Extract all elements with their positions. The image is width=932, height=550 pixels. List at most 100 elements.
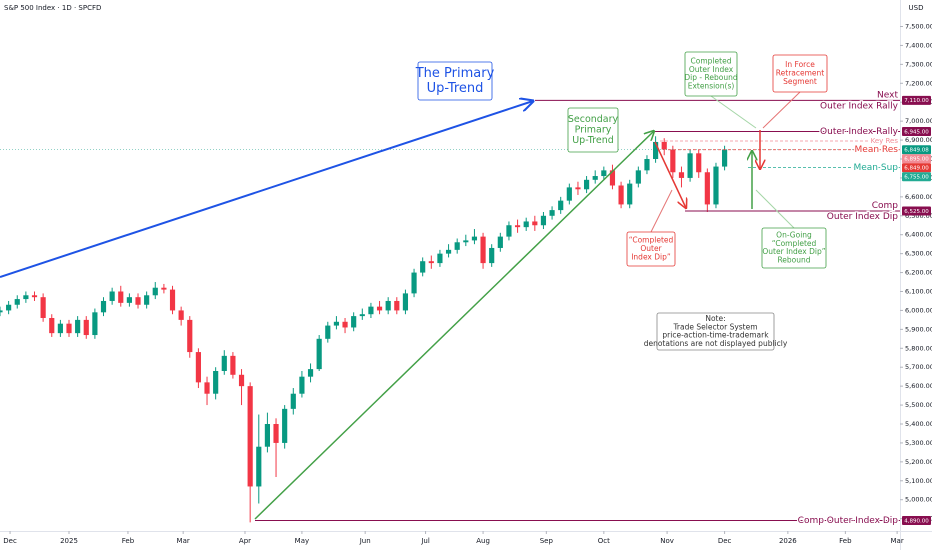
candle-body	[713, 166, 719, 205]
annotation-text: Retracement	[776, 69, 825, 78]
annotation-text: Trade Selector System	[672, 322, 757, 331]
candle-body	[282, 408, 288, 443]
candle-body	[144, 295, 150, 305]
last-price-box-label: 6,849.08	[904, 148, 929, 154]
y-tick-label: 5,300.00	[905, 439, 932, 447]
annotation-text: Up-Trend	[427, 81, 484, 96]
y-tick-label: 7,000.00	[905, 117, 932, 125]
level-box-label: 6,755.00	[904, 175, 929, 181]
candle-body	[6, 304, 12, 311]
x-tick-label: Jul	[420, 537, 430, 545]
annotation-box	[567, 107, 619, 153]
candle-body	[135, 297, 141, 305]
level-name: Outer Index Rally	[820, 127, 899, 137]
y-tick-label: 7,300.00	[905, 60, 932, 68]
last-price-box	[902, 145, 931, 155]
candle-body	[523, 221, 529, 228]
callout-line	[762, 91, 801, 129]
annotation-text: Extension(s)	[688, 82, 735, 91]
candle-body	[238, 374, 245, 387]
annotation-box	[656, 312, 775, 351]
candle-body	[532, 221, 538, 226]
level-box-label: 6,945.00	[904, 129, 929, 135]
candle-body	[66, 323, 72, 334]
candle-body	[31, 295, 38, 298]
candle-body	[514, 225, 521, 228]
candle-body	[368, 306, 374, 315]
dip-arrow	[654, 141, 686, 208]
y-tick-label: 7,200.00	[905, 79, 932, 87]
level-box	[902, 95, 931, 105]
candle-body	[437, 253, 443, 264]
candle-body	[644, 159, 650, 171]
candle-body	[411, 272, 417, 294]
annotation-text: Outer Index	[689, 65, 734, 74]
annotation-box	[761, 227, 827, 269]
level-box	[902, 516, 931, 526]
y-tick-label: 6,300.00	[905, 250, 932, 258]
level-name: Key Res	[871, 137, 899, 145]
candle-body	[402, 293, 409, 311]
annotation-text: Outer	[640, 244, 662, 253]
annotation-box	[772, 54, 828, 93]
candle-body	[549, 210, 555, 216]
annotation-text: On-Going	[776, 230, 812, 239]
primary-trend-line	[0, 101, 533, 278]
y-tick-label: 7,400.00	[905, 41, 932, 49]
candle-body	[40, 297, 46, 318]
candle-body	[670, 149, 676, 173]
candle-body	[540, 215, 547, 226]
callout-line	[650, 189, 673, 233]
candle-body	[325, 325, 331, 339]
level-box-label: 4,890.00	[904, 518, 929, 524]
annotation-box	[684, 51, 738, 97]
callout-line	[710, 95, 757, 129]
candle-body	[109, 291, 115, 301]
secondary-trend-line	[254, 131, 654, 520]
candle-body	[213, 371, 219, 394]
annotation-text: “Completed	[772, 239, 817, 248]
y-tick-label: 5,900.00	[905, 325, 932, 333]
candle-body	[57, 323, 63, 334]
annotation-text: Up-Trend	[572, 135, 614, 146]
annotation-text: Index Dip”	[631, 252, 671, 261]
candle-body	[178, 310, 184, 320]
level-box-label: 6,895.00	[904, 157, 929, 163]
x-tick-label: 2025	[60, 537, 78, 545]
level-name: Comp	[872, 201, 899, 211]
annotation-text: Primary	[575, 125, 612, 136]
candle-body	[497, 236, 503, 248]
candle-body	[575, 187, 581, 190]
level-box	[902, 206, 931, 216]
annotation-text: Note:	[705, 314, 725, 323]
candle-body	[635, 170, 641, 184]
x-tick-label: Jun	[359, 537, 371, 545]
x-tick-label: Dec	[3, 537, 17, 545]
candle-body	[75, 319, 81, 334]
level-name: Outer Index Rally	[820, 101, 899, 111]
candle-body	[687, 153, 693, 178]
level-box-label: 7,110.00	[904, 98, 929, 104]
y-tick-label: 5,800.00	[905, 344, 932, 352]
candle-body	[333, 321, 340, 326]
candle-body	[23, 295, 29, 300]
x-tick-label: Feb	[122, 537, 135, 545]
x-tick-label: May	[295, 537, 309, 545]
candle-body	[454, 242, 460, 250]
candle-body	[161, 287, 167, 290]
y-tick-label: 6,500.00	[905, 212, 932, 220]
y-tick-label: 7,500.00	[905, 23, 932, 31]
level-name: Mean Sup	[853, 163, 898, 173]
level-box	[902, 154, 931, 164]
plot	[0, 99, 900, 523]
level-box	[902, 163, 931, 173]
candle-body	[264, 424, 270, 447]
candle-body	[722, 149, 728, 167]
candle-body	[678, 172, 685, 178]
candle-body	[256, 446, 262, 487]
candle-body	[445, 249, 452, 254]
y-tick-label: 6,400.00	[905, 231, 932, 239]
candle-body	[471, 236, 478, 241]
candle-body	[376, 306, 383, 311]
candle-body	[92, 312, 98, 336]
